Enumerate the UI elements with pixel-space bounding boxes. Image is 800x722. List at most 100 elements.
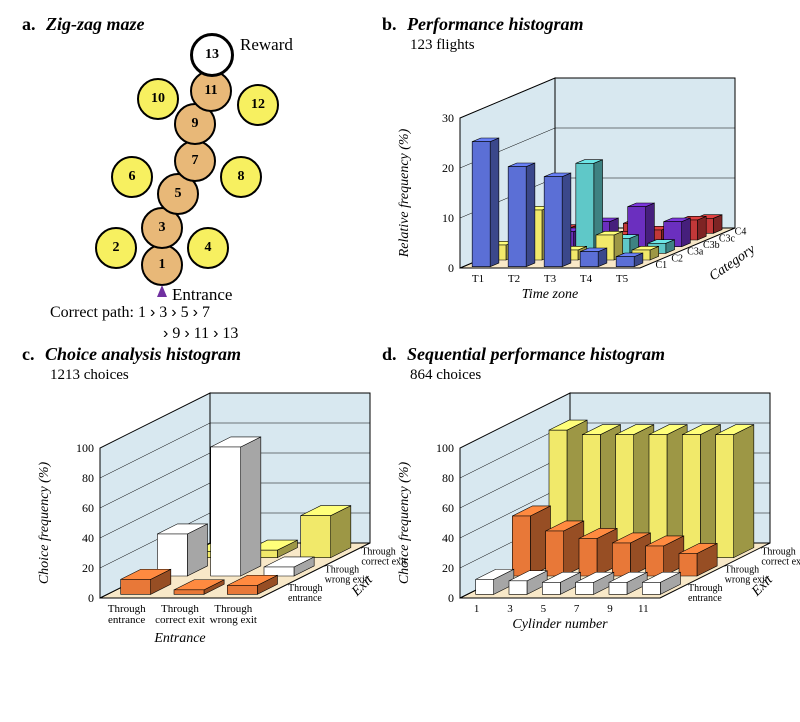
maze-node-12: 12: [237, 84, 279, 126]
entrance-arrow-icon: [157, 285, 167, 297]
reward-label: Reward: [240, 35, 293, 55]
bar-side: [682, 218, 691, 247]
bar-side: [734, 425, 754, 558]
panel-d-title-text: Sequential performance histogram: [407, 344, 665, 364]
z-cat-label: C2: [671, 253, 683, 264]
panel-c-subtitle: 1213 choices: [50, 367, 370, 384]
bar-front: [682, 435, 700, 558]
correct-path-label: Correct path:: [50, 304, 134, 321]
x-cat-label: T2: [508, 273, 520, 285]
panel-c-title: c. Choice analysis histogram: [22, 344, 370, 365]
x-axis-label: Cylinder number: [512, 617, 608, 632]
bar-front: [211, 447, 241, 576]
x-cat-label: 1: [474, 603, 480, 615]
entrance-label: Entrance: [172, 285, 232, 305]
ytick-label: 80: [442, 471, 454, 485]
bar-side: [646, 203, 655, 247]
maze-node-6: 6: [111, 156, 153, 198]
maze-node-4: 4: [187, 227, 229, 269]
ytick-label: 80: [82, 471, 94, 485]
z-cat-label: Throughentrance: [288, 583, 322, 604]
bar-side: [562, 173, 571, 267]
panel-d-subtitle: 864 choices: [410, 367, 790, 384]
bar-front: [227, 585, 257, 594]
bar-front: [580, 252, 598, 267]
ytick-label: 100: [436, 441, 454, 455]
chart-svg: 0204060801001357911ThroughentranceThroug…: [390, 388, 770, 658]
z-cat-label: C3b: [703, 240, 720, 251]
bar-front: [576, 163, 594, 253]
maze-node-7: 7: [174, 140, 216, 182]
maze-node-13: 13: [190, 33, 234, 77]
bar-front: [679, 554, 697, 577]
bar-side: [490, 138, 499, 267]
x-cat-label: Throughcorrect exit: [155, 603, 205, 626]
maze-node-2: 2: [95, 227, 137, 269]
bar-side: [241, 437, 261, 576]
x-cat-label: T3: [544, 273, 557, 285]
bar-front: [542, 582, 560, 594]
panel-a: a. Zig-zag maze Reward 12345678910111213…: [10, 10, 370, 340]
chart-svg: 0102030T1T2T3T4T5C1C2C3aC3bC3cC4Relative…: [390, 58, 770, 328]
bar-front: [264, 567, 294, 576]
ytick-label: 40: [82, 531, 94, 545]
panel-b-title-text: Performance histogram: [407, 14, 584, 34]
ytick-label: 100: [76, 441, 94, 455]
panel-c-title-text: Choice analysis histogram: [45, 344, 241, 364]
x-cat-label: 7: [574, 603, 580, 615]
bar-front: [301, 516, 331, 558]
bar-front: [509, 581, 527, 595]
z-cat-label: C4: [735, 227, 747, 238]
chart-svg: 0 20 40 60 80 100 Throughentrance Throughcorrec…: [30, 388, 410, 658]
x-cat-label: 3: [507, 603, 513, 615]
ytick-label: 0: [448, 591, 454, 605]
bar-front: [512, 516, 530, 576]
correct-path-text: Correct path: 1 › 3 › 5 › 7 › 9 › 11 › 1…: [50, 303, 370, 345]
ytick-label: 30: [442, 111, 454, 125]
bar-front: [616, 257, 634, 267]
performance-histogram: 0102030T1T2T3T4T5C1C2C3aC3bC3cC4Relative…: [390, 58, 790, 333]
z-cat-label: Throughentrance: [688, 583, 722, 604]
panel-a-letter: a.: [22, 14, 36, 34]
panel-a-title-text: Zig-zag maze: [46, 14, 145, 34]
bar-front: [576, 582, 594, 594]
correct-path-seq: 1 › 3 › 5 › 7: [138, 304, 210, 321]
sequential-performance-histogram: 0204060801001357911ThroughentranceThroug…: [390, 388, 790, 663]
bar-front: [546, 531, 564, 576]
x-axis-label: Entrance: [153, 631, 205, 646]
x-cat-label: Throughwrong exit: [210, 603, 257, 626]
maze-node-1: 1: [141, 244, 183, 286]
maze-node-8: 8: [220, 156, 262, 198]
x-cat-label: T1: [472, 273, 484, 285]
ytick-label: 0: [88, 591, 94, 605]
x-cat-label: Throughentrance: [108, 603, 146, 626]
x-cat-label: 9: [607, 603, 613, 615]
panel-b-letter: b.: [382, 14, 397, 34]
bar-front: [508, 167, 526, 267]
bar-front: [612, 543, 630, 576]
z-cat-label: C3a: [687, 247, 704, 258]
bar-front: [646, 546, 664, 576]
bar-front: [579, 539, 597, 577]
panel-d-title: d. Sequential performance histogram: [382, 344, 790, 365]
panel-b-subtitle: 123 flights: [410, 37, 790, 54]
x-cat-label: T4: [580, 273, 593, 285]
panel-d: d. Sequential performance histogram 864 …: [370, 340, 790, 700]
panel-c-letter: c.: [22, 344, 35, 364]
ytick-label: 40: [442, 531, 454, 545]
x-axis-label: Time zone: [522, 287, 578, 302]
panel-d-letter: d.: [382, 344, 397, 364]
bar-front: [716, 435, 734, 558]
bar-front: [121, 579, 151, 594]
ytick-label: 20: [442, 561, 454, 575]
bar-front: [544, 177, 562, 267]
bar-front: [642, 582, 660, 594]
ytick-label: 20: [82, 561, 94, 575]
y-axis-label: Relative frequency (%): [397, 128, 412, 258]
zigzag-maze: Reward 12345678910111213Entrance: [40, 37, 340, 297]
ytick-label: 0: [448, 261, 454, 275]
figure-grid: a. Zig-zag maze Reward 12345678910111213…: [10, 10, 800, 700]
z-cat-label: Throughcorrect exit: [761, 546, 800, 567]
bar-front: [476, 579, 494, 594]
ytick-label: 60: [82, 501, 94, 515]
